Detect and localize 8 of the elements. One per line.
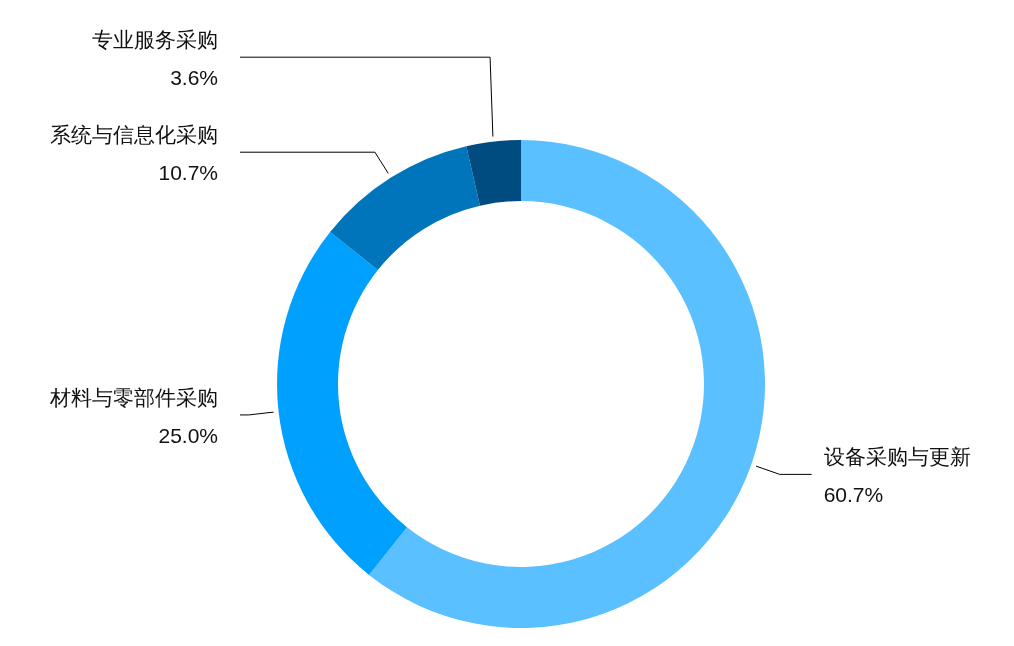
data-label: 60.7% (823, 483, 884, 507)
slice-label: 系统与信息化采购 (50, 123, 218, 147)
data-label: 25.0% (158, 423, 218, 447)
data-label: 10.7% (158, 161, 218, 185)
slice-label: 材料与零部件采购 (49, 385, 218, 409)
data-label: 3.6% (170, 66, 218, 90)
slice-label: 专业服务采购 (92, 28, 218, 52)
slice-label: 设备采购与更新 (823, 445, 971, 469)
